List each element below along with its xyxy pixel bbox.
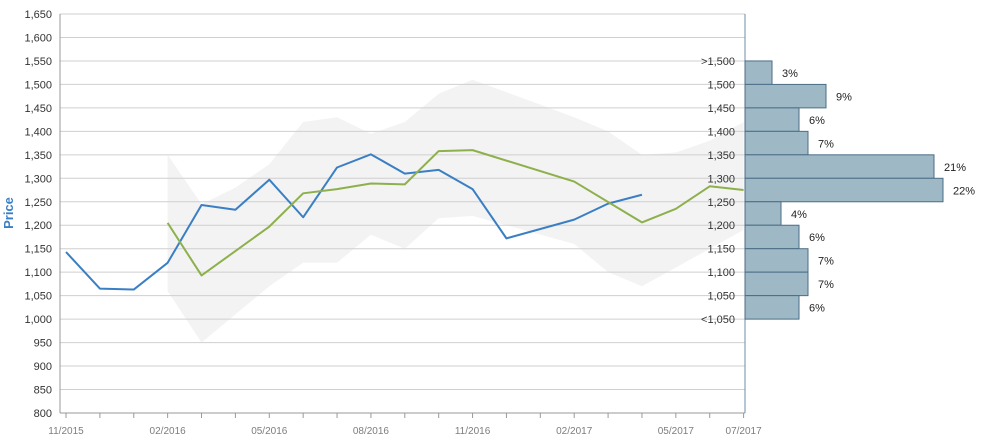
y-tick-label: 1,350 <box>24 150 52 162</box>
histogram-bin-label: 1,150 <box>707 244 735 256</box>
histogram-percent-label: 4% <box>791 209 807 221</box>
histogram-bin-label: 1,100 <box>707 267 735 279</box>
y-tick-label: 1,650 <box>24 9 52 21</box>
histogram-bin-label: 1,300 <box>707 173 735 185</box>
histogram-bar <box>744 107 800 132</box>
histogram-bin-label: 1,400 <box>707 126 735 138</box>
y-tick-label: 1,300 <box>24 173 52 185</box>
histogram-bar <box>744 60 773 85</box>
y-tick-label: 1,100 <box>24 267 52 279</box>
histogram-bin-label: 1,450 <box>707 103 735 115</box>
histogram-percent-label: 7% <box>818 279 834 291</box>
histogram-percent-label: 6% <box>809 232 825 244</box>
histogram-percent-label: 21% <box>944 162 966 174</box>
y-tick-label: 1,450 <box>24 103 52 115</box>
histogram-percent-label: 22% <box>953 185 975 197</box>
histogram-bin-label: <1,050 <box>701 314 735 326</box>
histogram-bin-label: 1,500 <box>707 79 735 91</box>
histogram-percent-label: 7% <box>818 138 834 150</box>
series-line-2 <box>166 149 744 277</box>
y-tick-label: 950 <box>34 338 52 350</box>
y-tick-label: 1,600 <box>24 32 52 44</box>
histogram-bar <box>744 295 800 320</box>
y-tick-label: 900 <box>34 361 52 373</box>
x-tick-label: 11/2015 <box>48 426 84 437</box>
histogram-bar <box>744 271 809 297</box>
y-tick-label: 1,550 <box>24 56 52 68</box>
x-tick-label: 08/2016 <box>353 426 390 437</box>
histogram-bar <box>744 177 944 203</box>
y-tick-label: 1,400 <box>24 126 52 138</box>
y-tick-label: 1,050 <box>24 291 52 303</box>
price-range-band <box>167 79 744 343</box>
histogram-percent-label: 6% <box>809 303 825 315</box>
histogram-bar <box>744 154 935 179</box>
y-tick-label: 1,500 <box>24 79 52 91</box>
histogram-layer: >1,500 3% 1,500 9% 1,450 6% 1,400 7% 1,350 21% 1,3… <box>701 56 975 326</box>
histogram-bar <box>744 130 809 156</box>
histogram-percent-label: 3% <box>782 68 798 80</box>
x-tick-label: 07/2017 <box>726 426 763 437</box>
histogram-bin-label: 1,250 <box>707 197 735 209</box>
y-tick-label: 1,200 <box>24 220 52 232</box>
y-axis-label: Price <box>1 197 16 229</box>
price-range-band-layer <box>167 79 744 343</box>
x-tick-label: 02/2016 <box>150 426 187 437</box>
x-tick-label: 05/2016 <box>251 426 288 437</box>
y-tick-label: 1,250 <box>24 197 52 209</box>
gridlines <box>60 13 745 414</box>
histogram-percent-label: 7% <box>818 256 834 268</box>
histogram-percent-label: 9% <box>836 91 852 103</box>
series-layer <box>65 149 744 291</box>
histogram-bin-label: 1,350 <box>707 150 735 162</box>
y-tick-label: 1,150 <box>24 244 52 256</box>
histogram-bin-label: >1,500 <box>701 56 735 68</box>
histogram-bar <box>744 83 827 109</box>
histogram-bar <box>744 201 782 226</box>
histogram-bin-label: 1,200 <box>707 220 735 232</box>
series-line-1 <box>65 153 643 291</box>
y-tick-label: 800 <box>34 408 52 420</box>
histogram-bar <box>744 224 800 250</box>
x-tick-label: 02/2017 <box>556 426 593 437</box>
y-tick-label: 1,000 <box>24 314 52 326</box>
histogram-percent-label: 6% <box>809 115 825 127</box>
histogram-bin-label: 1,050 <box>707 291 735 303</box>
x-tick-label: 05/2017 <box>658 426 695 437</box>
x-tick-label: 11/2016 <box>455 426 491 437</box>
histogram-bar <box>744 248 809 273</box>
y-tick-label: 850 <box>34 385 52 397</box>
